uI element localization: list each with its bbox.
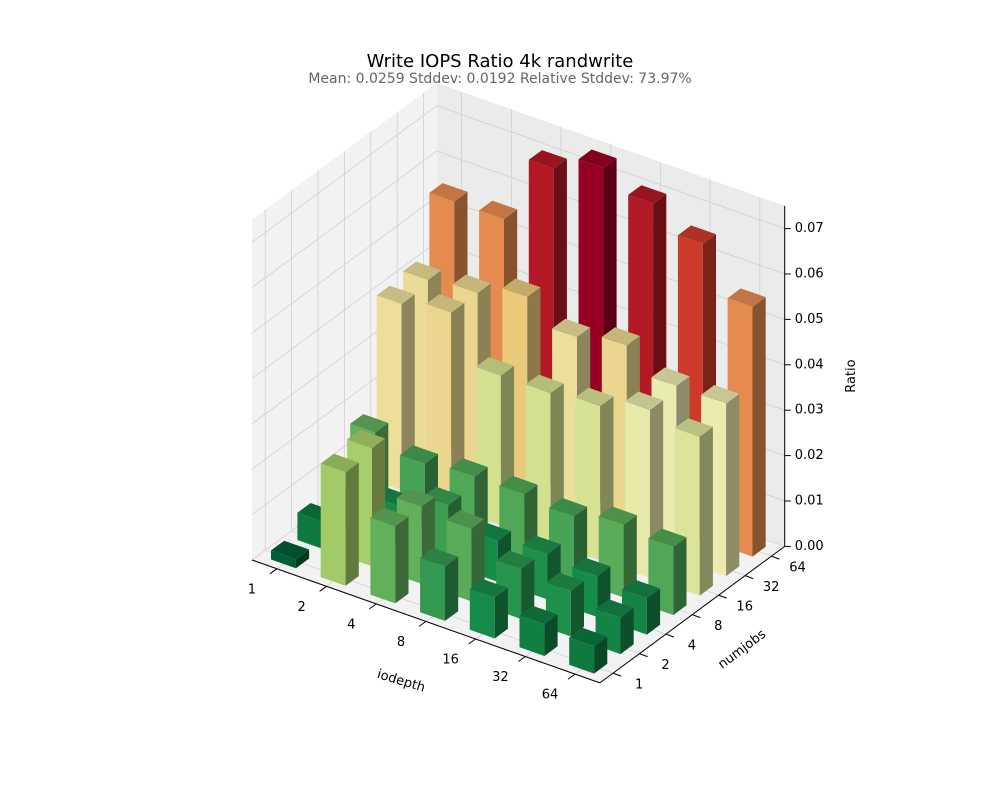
x-tick [269, 568, 278, 575]
bar [370, 507, 409, 604]
bar [376, 285, 415, 491]
y-tick [744, 575, 754, 580]
bar [519, 605, 558, 656]
z-tick-label: 0.06 [795, 267, 824, 282]
x-tick-label: 32 [492, 670, 509, 685]
y-axis-title: numjobs [716, 627, 770, 673]
bar [469, 579, 508, 639]
z-axis-title: Ratio [844, 359, 859, 392]
z-tick-label: 0.07 [795, 221, 824, 236]
y-tick-label: 2 [661, 658, 669, 673]
z-tick-label: 0.01 [795, 494, 824, 509]
bar [271, 540, 310, 569]
y-tick [771, 555, 780, 560]
y-tick [665, 633, 675, 638]
grid-line [251, 105, 438, 243]
y-tick [612, 672, 622, 677]
x-tick [418, 620, 427, 627]
y-tick-label: 4 [688, 639, 696, 654]
y-tick-label: 8 [714, 619, 722, 634]
bar [595, 599, 634, 655]
x-tick [319, 585, 327, 592]
grid-line [251, 150, 438, 288]
y-tick [718, 594, 727, 599]
x-tick-label: 8 [397, 635, 405, 650]
grid-line [251, 241, 438, 379]
chart-title: Write IOPS Ratio 4k randwrite [366, 51, 634, 72]
bar [569, 627, 608, 674]
x-tick [468, 638, 476, 645]
bar [549, 497, 588, 580]
x-tick-label: 2 [297, 600, 305, 615]
y-tick-label: 64 [789, 561, 806, 576]
y-tick-label: 16 [736, 600, 753, 615]
y-tick [692, 614, 701, 619]
chart-subtitle: Mean: 0.0259 Stddev: 0.0192 Relative Std… [308, 71, 692, 87]
z-tick-label: 0.03 [795, 403, 824, 418]
bars [271, 149, 766, 674]
x-tick-label: 1 [248, 582, 256, 597]
grid-line [251, 196, 438, 334]
z-tick-label: 0.05 [795, 312, 824, 327]
z-tick-label: 0.00 [795, 539, 824, 554]
bar [622, 579, 661, 635]
y-tick-label: 32 [763, 580, 780, 595]
bar [320, 453, 359, 586]
axis-labels: 1 2 4 8 16 32 64 1 2 4 8 16 32 64 0.00 0.01 0.02 0.03 0.04… [248, 221, 859, 702]
x-tick [518, 656, 526, 662]
x-tick-label: 4 [347, 617, 355, 632]
y-tick [639, 653, 648, 658]
z-tick-label: 0.04 [795, 357, 824, 372]
x-tick [567, 673, 576, 680]
x-tick-label: 16 [442, 653, 459, 668]
x-axis-title: iodepth [375, 667, 427, 696]
bar [420, 547, 459, 621]
y-tick-label: 1 [635, 678, 643, 693]
z-tick-label: 0.02 [795, 448, 824, 463]
x-tick-label: 64 [542, 688, 559, 703]
x-tick [369, 603, 377, 610]
